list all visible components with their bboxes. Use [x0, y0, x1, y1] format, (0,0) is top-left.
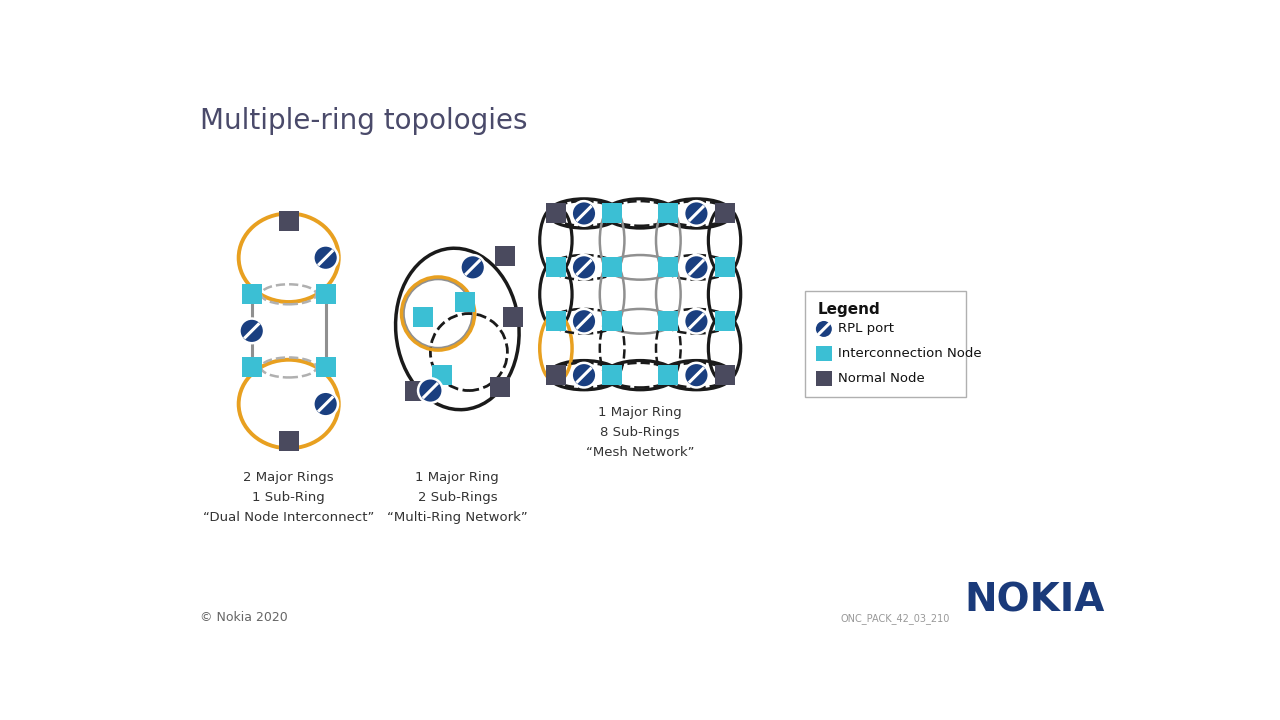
Bar	[714, 365, 735, 385]
Bar	[602, 365, 622, 385]
Bar	[412, 307, 433, 328]
Circle shape	[572, 201, 596, 226]
Bar	[602, 257, 622, 277]
Bar	[495, 246, 515, 266]
Bar	[714, 204, 735, 223]
Bar	[658, 257, 678, 277]
Bar	[602, 311, 622, 331]
Bar	[279, 431, 298, 451]
Circle shape	[684, 201, 709, 226]
Circle shape	[239, 318, 264, 343]
Text: 1 Major Ring
8 Sub-Rings
“Mesh Network”: 1 Major Ring 8 Sub-Rings “Mesh Network”	[586, 406, 695, 459]
Bar	[316, 284, 335, 305]
Bar	[658, 365, 678, 385]
Bar	[658, 311, 678, 331]
Text: Multiple-ring topologies: Multiple-ring topologies	[200, 107, 527, 135]
Bar	[545, 365, 566, 385]
Circle shape	[314, 246, 338, 270]
Bar	[714, 311, 735, 331]
Circle shape	[814, 320, 833, 338]
Circle shape	[461, 255, 485, 279]
Bar	[454, 292, 475, 312]
Bar	[490, 377, 509, 397]
Circle shape	[684, 255, 709, 279]
Circle shape	[572, 255, 596, 279]
Bar	[431, 365, 452, 385]
Bar	[658, 204, 678, 223]
Circle shape	[684, 309, 709, 333]
Bar	[242, 284, 262, 305]
Text: © Nokia 2020: © Nokia 2020	[200, 611, 288, 624]
Text: 2 Major Rings
1 Sub-Ring
“Dual Node Interconnect”: 2 Major Rings 1 Sub-Ring “Dual Node Inte…	[204, 472, 374, 524]
Circle shape	[684, 363, 709, 387]
Text: 1 Major Ring
2 Sub-Rings
“Multi-Ring Network”: 1 Major Ring 2 Sub-Rings “Multi-Ring Net…	[387, 472, 527, 524]
Circle shape	[419, 378, 443, 403]
Text: RPL port: RPL port	[837, 323, 893, 336]
Bar	[316, 357, 335, 377]
Text: Interconnection Node: Interconnection Node	[837, 347, 982, 360]
Bar	[817, 371, 832, 386]
Bar	[503, 307, 522, 328]
Bar	[817, 346, 832, 361]
Bar	[242, 357, 262, 377]
FancyBboxPatch shape	[805, 291, 965, 397]
Bar	[602, 204, 622, 223]
Bar	[279, 211, 298, 231]
Text: Normal Node: Normal Node	[837, 372, 924, 384]
Circle shape	[314, 392, 338, 416]
Bar	[545, 204, 566, 223]
Text: ONC_PACK_42_03_210: ONC_PACK_42_03_210	[841, 613, 950, 624]
Bar	[545, 311, 566, 331]
Circle shape	[572, 309, 596, 333]
Text: NOKIA: NOKIA	[964, 581, 1105, 619]
Bar	[714, 257, 735, 277]
Text: Legend: Legend	[818, 302, 881, 317]
Bar	[545, 257, 566, 277]
Bar	[404, 381, 425, 400]
Circle shape	[572, 363, 596, 387]
